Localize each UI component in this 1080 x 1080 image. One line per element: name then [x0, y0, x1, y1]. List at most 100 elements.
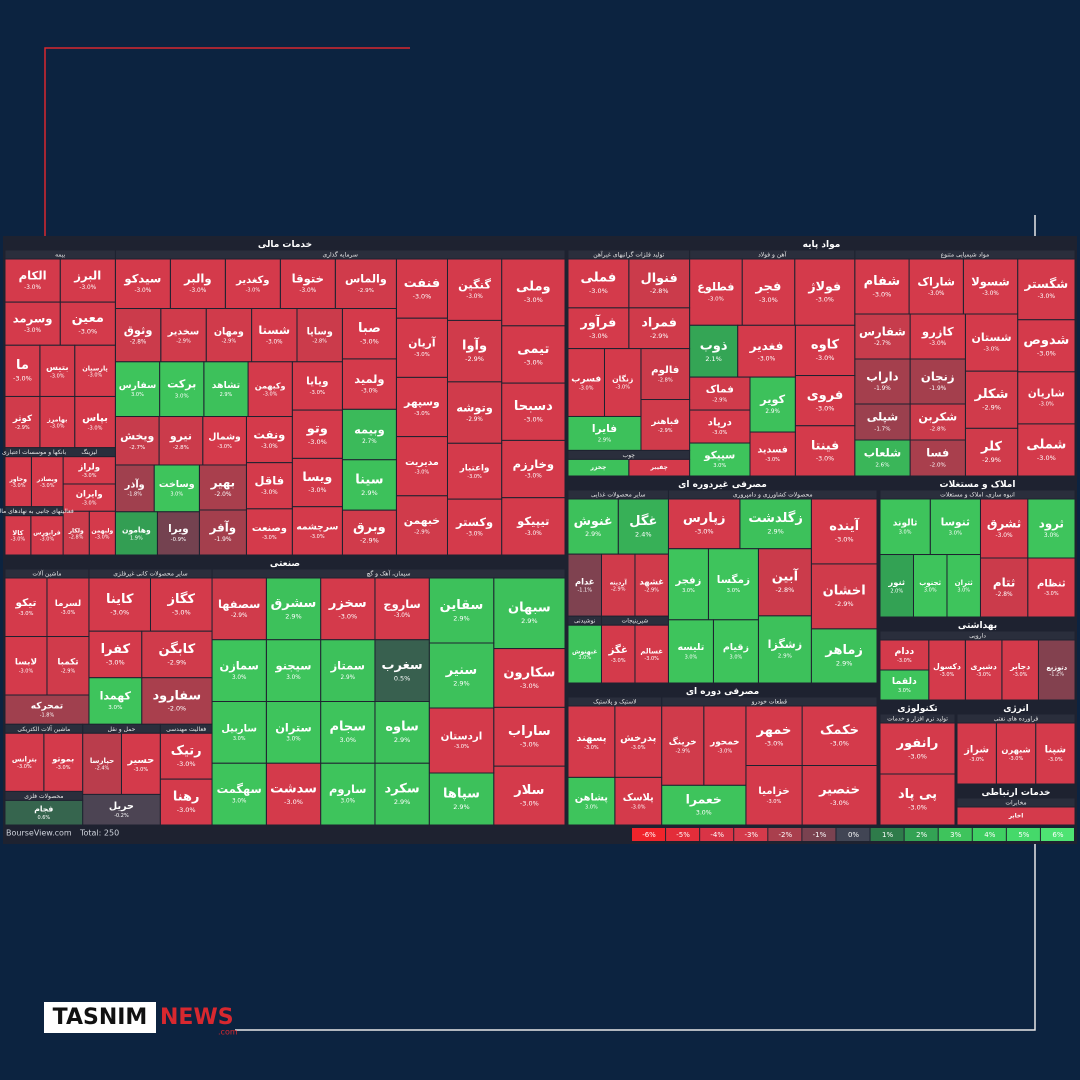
stock-change: -3.0% [50, 374, 65, 380]
stock-change: 3.0% [898, 688, 911, 694]
stock-change: -3.0% [454, 744, 469, 750]
stock-change: -2.9% [231, 613, 248, 619]
stock-name: درپاد [708, 416, 732, 428]
stock-change: 3.0% [175, 393, 189, 399]
stock-tile [120, 732, 161, 795]
stock-name: غبهنوش [572, 649, 597, 656]
stock-change: -2.8% [775, 586, 794, 594]
stock-name: ولبهمن [91, 527, 113, 534]
stock-tile [689, 258, 743, 326]
stock-change: 0.5% [394, 674, 411, 682]
stock-tile [908, 258, 964, 315]
stock-name: شبهرن [1001, 745, 1030, 756]
stock-name: مدیریت [405, 457, 439, 468]
stock-name: آینده [829, 517, 859, 534]
stock-name: ثتران [955, 579, 974, 587]
stock-name: سغرب [381, 658, 422, 673]
stock-change: 2.9% [220, 392, 233, 398]
stock-name: زمگسا [717, 573, 750, 586]
stock-tile [395, 436, 448, 497]
stock-name: فولاژ [807, 279, 841, 294]
stock-change: -3.0% [816, 404, 835, 412]
stock-change: -3.0% [579, 386, 594, 392]
stock-name: زپارس [683, 511, 726, 526]
stock-change: -3.0% [765, 457, 780, 463]
stock-name: چخزر [589, 464, 606, 471]
sector-header [5, 557, 565, 569]
stock-name: فایرا [592, 423, 617, 435]
stock-change: -3.0% [17, 764, 32, 770]
stock-tile [634, 553, 669, 617]
stock-tile [43, 732, 84, 792]
legend-swatch [802, 828, 836, 841]
stock-change: -3.0% [525, 531, 542, 537]
legend-label: 2% [916, 831, 927, 839]
legend-label: 5% [1018, 831, 1029, 839]
stock-change: -3.0% [830, 799, 849, 807]
stock-name: وکستر [455, 515, 493, 529]
industry-title: چوب [623, 452, 636, 459]
stock-name: زماهر [824, 643, 863, 658]
stock-change: -3.0% [299, 288, 316, 294]
stock-name: وبصادر [36, 476, 58, 483]
stock-change: -3.0% [1009, 756, 1024, 762]
stock-name: ختوقا [292, 272, 324, 287]
stock-change: 2.9% [521, 617, 538, 625]
stock-tile [46, 636, 90, 696]
stock-change: -3.0% [82, 500, 97, 506]
stock-change: -3.0% [816, 354, 835, 362]
industry-title: نوشیدنی [574, 618, 596, 625]
stock-change: -3.0% [134, 767, 149, 773]
stock-change: 1.9% [130, 535, 143, 541]
stock-tile [617, 498, 669, 555]
stock-change: -3.0% [217, 444, 232, 450]
stock-change: -3.0% [95, 534, 110, 540]
stock-change: -3.0% [177, 760, 196, 768]
stock-change: -3.0% [50, 423, 65, 429]
stock-change: -3.0% [908, 803, 927, 811]
legend-swatch [938, 828, 972, 841]
stock-name: غدام [575, 576, 595, 587]
stock-tile [211, 639, 267, 702]
stock-change: -2.9% [222, 338, 237, 344]
legend-label: -2% [779, 831, 793, 839]
stock-name: زنگان [612, 374, 633, 383]
stock-tile [794, 258, 856, 326]
stock-name: صبا [358, 321, 381, 336]
stock-tile [211, 577, 267, 641]
stock-tile [493, 648, 566, 708]
stock-name: ویایا [306, 376, 328, 388]
stock-change: -3.0% [61, 610, 76, 616]
stock-tile [794, 375, 856, 427]
legend-label: -4% [710, 831, 724, 839]
stock-tile [741, 258, 796, 326]
stock-tile [909, 439, 966, 477]
stock-tile [1027, 498, 1076, 559]
stock-name: فسرب [571, 374, 601, 384]
stock-tile [567, 498, 619, 555]
stock-change: -1.7% [874, 426, 890, 432]
stock-tile [141, 630, 213, 679]
stock-change: -3.0% [631, 745, 646, 751]
stock-tile [1037, 639, 1076, 701]
stock-name: رتیک [171, 744, 202, 759]
stock-change: -2.9% [650, 332, 669, 340]
industry-title: حمل و نقل [108, 726, 136, 733]
stock-tile [265, 639, 322, 702]
stock-tile [628, 307, 691, 350]
legend-swatch [632, 828, 666, 841]
stock-name: شکربن [918, 411, 957, 424]
stock-tile [801, 765, 878, 826]
stock-name: والماس [345, 272, 387, 285]
stock-name: پلاسک [623, 792, 654, 803]
stock-change: -2.8% [130, 339, 147, 345]
stock-change: -3.0% [467, 474, 482, 480]
stock-change: -2.0% [930, 462, 946, 468]
stock-name: دسبحا [514, 399, 553, 414]
stock-name: ساوه [385, 720, 418, 735]
stock-change: -0.2% [114, 813, 129, 819]
stock-tile [291, 506, 343, 556]
stock-name: فجر [754, 279, 781, 294]
stock-change: -3.0% [266, 339, 283, 345]
stock-change: -3.0% [767, 799, 782, 805]
